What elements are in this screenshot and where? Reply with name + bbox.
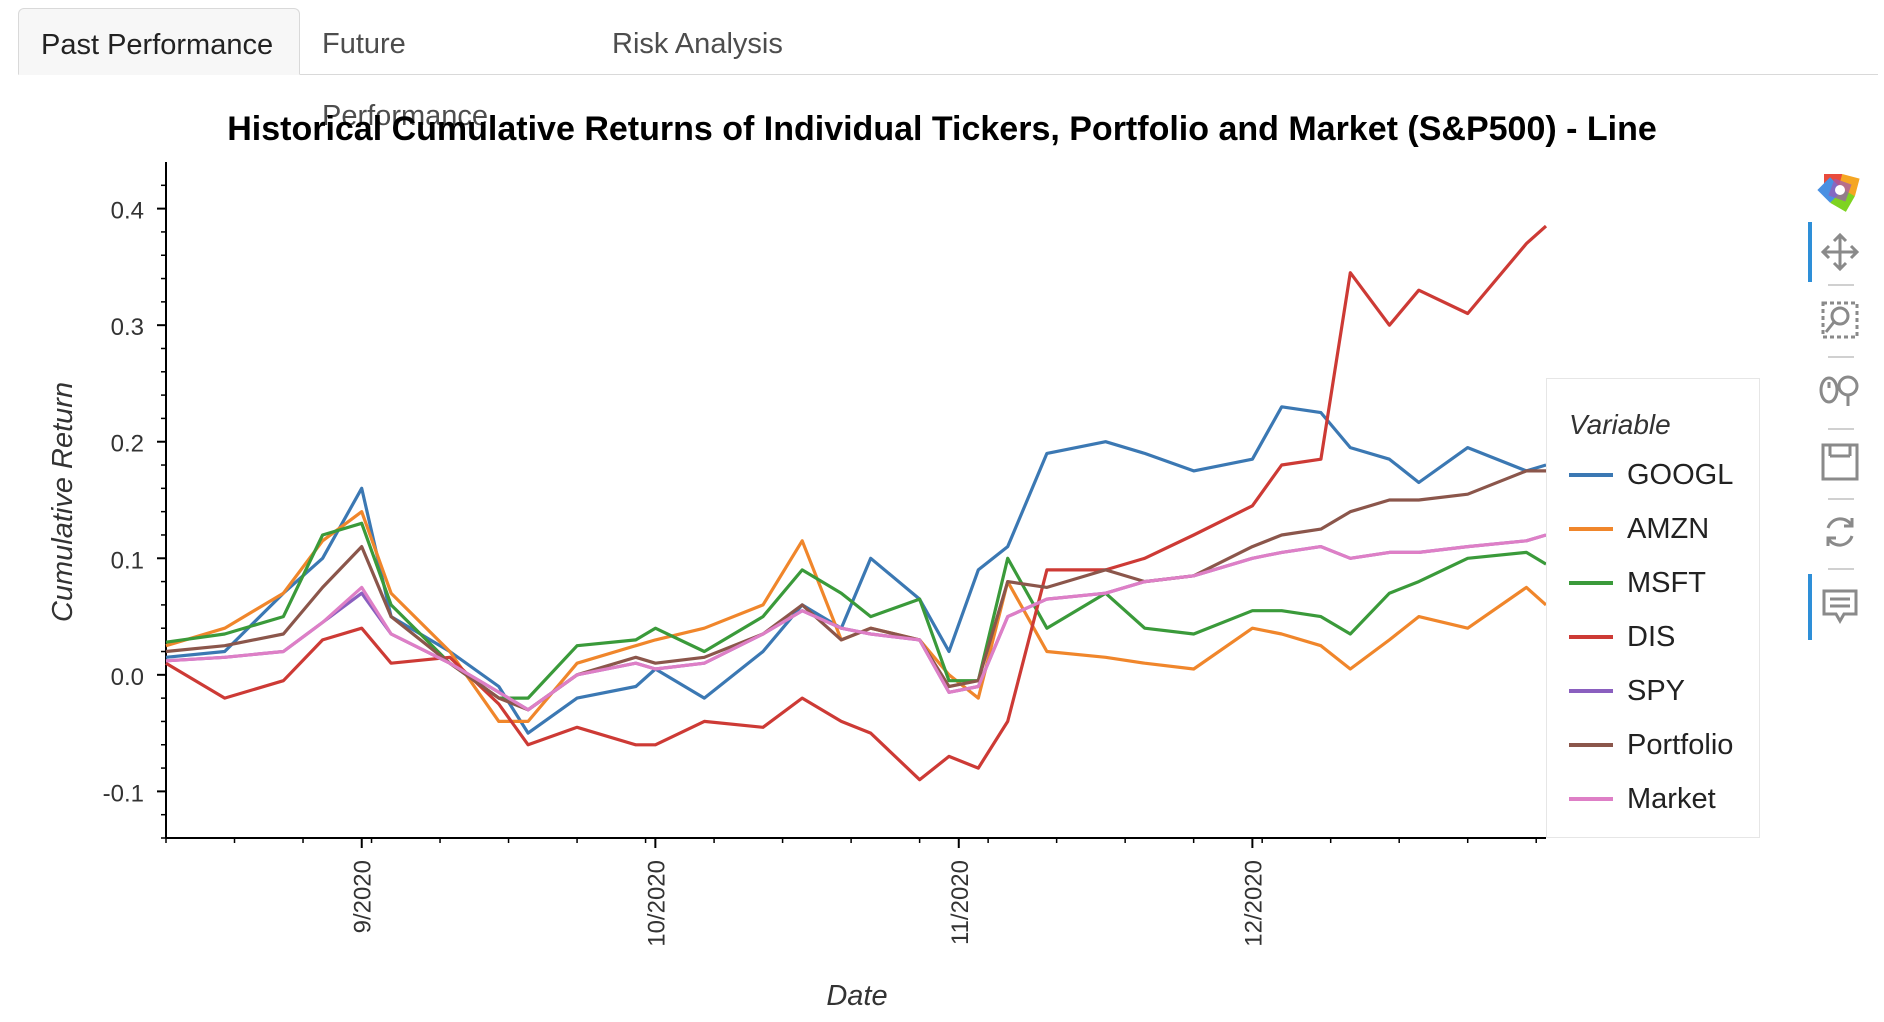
y-tick-label: -0.1 <box>103 780 144 807</box>
series-line-amzn <box>165 510 1548 724</box>
legend-label: Market <box>1627 782 1716 815</box>
chart-title: Historical Cumulative Returns of Individ… <box>227 110 1657 148</box>
tab-bar: Past Performance Future Performance Risk… <box>18 8 1878 132</box>
x-tick-label: 11/2020 <box>947 860 974 945</box>
tab-past-performance[interactable]: Past Performance <box>18 8 300 75</box>
legend-swatch <box>1569 527 1613 531</box>
legend-label: SPY <box>1627 674 1686 707</box>
toolbar-divider <box>1828 568 1854 570</box>
bokeh-logo-icon[interactable] <box>1808 160 1872 220</box>
y-tick-label: 0.0 <box>111 664 144 691</box>
toolbar-divider <box>1828 498 1854 500</box>
legend-item-spy[interactable]: SPY <box>1569 671 1685 711</box>
series-line-portfolio <box>165 469 1546 712</box>
y-tick-label: 0.3 <box>111 314 144 341</box>
y-tick-label: 0.4 <box>111 198 144 225</box>
toolbar-divider <box>1828 428 1854 430</box>
hover-icon[interactable] <box>1808 576 1872 636</box>
save-icon[interactable] <box>1808 432 1872 492</box>
chart-lines <box>165 224 1548 782</box>
chart-axes: -0.1 0.0 0.1 0.2 0.3 0.4 9/2020 10/2020 11/2020 1… <box>103 162 1546 947</box>
legend-item-dis[interactable]: DIS <box>1569 617 1675 657</box>
pan-icon[interactable] <box>1808 222 1872 282</box>
x-tick-label: 12/2020 <box>1240 860 1267 947</box>
legend-item-googl[interactable]: GOOGL <box>1569 455 1733 495</box>
wheel-zoom-icon[interactable] <box>1808 360 1872 420</box>
series-line-market <box>165 533 1547 712</box>
legend: Variable GOOGL AMZN MSFT DIS SPY Portfolio Mar… <box>1546 378 1760 838</box>
legend-swatch <box>1569 743 1613 747</box>
legend-title: Variable <box>1569 409 1671 440</box>
y-tick-label: 0.2 <box>111 431 144 458</box>
legend-item-amzn[interactable]: AMZN <box>1569 509 1709 549</box>
legend-item-msft[interactable]: MSFT <box>1569 563 1706 603</box>
y-tick-label: 0.1 <box>111 547 144 574</box>
legend-label: GOOGL <box>1627 458 1734 491</box>
legend-swatch <box>1569 473 1613 477</box>
legend-item-market[interactable]: Market <box>1569 779 1716 819</box>
tab-risk-analysis[interactable]: Risk Analysis <box>612 28 783 60</box>
x-tick-label: 10/2020 <box>643 860 670 947</box>
legend-swatch <box>1569 581 1613 585</box>
y-axis-label: Cumulative Return <box>47 382 79 622</box>
legend-swatch <box>1569 689 1613 693</box>
pan-active-indicator <box>1808 222 1812 282</box>
toolbar-divider <box>1828 284 1854 286</box>
x-tick-label: 9/2020 <box>350 860 377 933</box>
legend-label: DIS <box>1627 620 1676 653</box>
hover-active-indicator <box>1808 574 1812 640</box>
series-line-dis <box>165 224 1548 782</box>
tab-future-performance[interactable]: Future Performance <box>322 28 489 132</box>
toolbar-divider <box>1828 356 1854 358</box>
chart-toolbar <box>1808 160 1872 660</box>
series-line-msft <box>165 521 1547 700</box>
x-axis-label: Date <box>826 980 887 1012</box>
legend-label: Portfolio <box>1627 728 1734 761</box>
legend-swatch <box>1569 635 1613 639</box>
legend-label: MSFT <box>1627 566 1706 599</box>
legend-swatch <box>1569 797 1613 801</box>
legend-label: AMZN <box>1627 512 1710 545</box>
reset-icon[interactable] <box>1808 502 1872 562</box>
legend-item-portfolio[interactable]: Portfolio <box>1569 725 1733 765</box>
series-line-spy <box>165 533 1547 712</box>
box-zoom-icon[interactable] <box>1808 290 1872 350</box>
